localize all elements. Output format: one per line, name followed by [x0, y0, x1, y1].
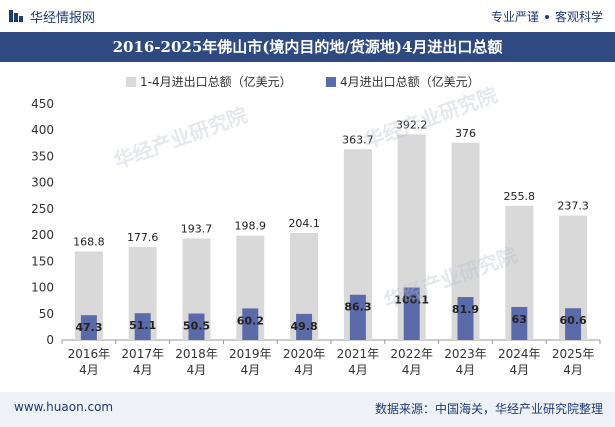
y-tick-label: 200: [31, 228, 54, 242]
x-tick-label-month: 4月: [563, 363, 583, 377]
data-label-series-1: 198.9: [235, 220, 267, 233]
data-label-series-2: 63: [512, 313, 527, 326]
data-label-series-2: 86.3: [344, 301, 371, 314]
x-tick-label-year: 2018年: [175, 347, 218, 361]
legend-swatch-series-2: [326, 77, 336, 87]
x-tick-label-year: 2024年: [498, 347, 541, 361]
bar-series-2: [134, 313, 151, 340]
x-tick-label-month: 4月: [79, 363, 99, 377]
x-tick-label-month: 4月: [348, 363, 368, 377]
data-label-series-1: 237.3: [557, 200, 589, 213]
data-label-series-1: 392.2: [396, 118, 428, 131]
data-label-series-2: 60.2: [237, 314, 264, 327]
y-tick-label: 300: [31, 176, 54, 190]
x-tick-label-year: 2023年: [444, 347, 487, 361]
bar-series-2: [296, 313, 313, 340]
x-tick-label-year: 2019年: [229, 347, 272, 361]
data-label-series-1: 376: [455, 127, 476, 140]
legend-swatch-series-1: [126, 77, 136, 87]
data-label-series-1: 204.1: [288, 217, 320, 230]
data-label-series-2: 81.9: [452, 303, 479, 316]
x-tick-label-year: 2020年: [283, 347, 326, 361]
footer-source: 数据来源：中国海关，华经产业研究院整理: [374, 402, 603, 416]
data-label-series-1: 193.7: [181, 222, 213, 235]
x-tick-label-month: 4月: [133, 363, 153, 377]
data-label-series-2: 100.1: [394, 294, 429, 307]
x-tick-label-month: 4月: [240, 363, 260, 377]
x-tick-label-year: 2017年: [121, 347, 164, 361]
y-tick-label: 50: [39, 307, 54, 321]
bar-series-2: [457, 297, 474, 340]
data-label-series-2: 49.8: [291, 320, 318, 333]
data-label-series-1: 255.8: [504, 190, 536, 203]
brand-logo[interactable]: 华经情报网: [8, 7, 96, 26]
data-label-series-2: 51.1: [129, 319, 156, 332]
y-tick-label: 150: [31, 254, 54, 268]
x-tick-label-month: 4月: [456, 363, 476, 377]
chart-title: 2016-2025年佛山市(境内目的地/货源地)4月进出口总额: [0, 32, 615, 62]
separator-dot-icon: [544, 14, 549, 19]
y-tick-label: 450: [31, 97, 54, 111]
bar-series-2: [188, 313, 205, 340]
x-tick-label-month: 4月: [509, 363, 529, 377]
y-tick-label: 350: [31, 149, 54, 163]
y-tick-label: 0: [46, 333, 54, 347]
x-tick-label-month: 4月: [187, 363, 207, 377]
bar-series-2: [349, 294, 366, 340]
bar-series-2: [80, 315, 97, 340]
y-tick-label: 100: [31, 281, 54, 295]
data-label-series-1: 168.8: [73, 235, 105, 248]
data-label-series-1: 177.6: [127, 231, 159, 244]
tagline: 专业严谨 客观科学: [491, 8, 603, 25]
tagline-1: 专业严谨: [490, 10, 539, 24]
bar-chart: 1-4月进出口总额（亿美元） 4月进出口总额（亿美元） 0 50 100 150 200 25…: [31, 74, 601, 377]
x-tick-label-year: 2021年: [337, 347, 380, 361]
bar-series-2: [403, 287, 420, 340]
footer: www.huaon.com 数据来源：中国海关，华经产业研究院整理: [0, 392, 615, 427]
tagline-2: 客观科学: [554, 10, 603, 24]
x-tick-label-month: 4月: [402, 363, 422, 377]
bar-series-2: [242, 308, 259, 340]
bar-series-2: [511, 306, 528, 340]
x-tick-label-year: 2022年: [390, 347, 433, 361]
data-label-series-2: 47.3: [75, 321, 102, 334]
bar-series-2: [565, 308, 582, 340]
x-tick-label-year: 2025年: [552, 347, 595, 361]
data-label-series-2: 50.5: [183, 320, 210, 333]
top-bar: 华经情报网 专业严谨 客观科学: [0, 0, 615, 32]
legend-label-series-1: 1-4月进出口总额（亿美元）: [140, 74, 292, 89]
data-label-series-1: 363.7: [342, 133, 374, 146]
x-tick-label-year: 2016年: [68, 347, 111, 361]
footer-url[interactable]: www.huaon.com: [14, 400, 114, 414]
y-tick-label: 400: [31, 123, 54, 137]
x-tick-label-month: 4月: [294, 363, 314, 377]
brand-name: 华经情报网: [30, 10, 96, 26]
brand-logo-icon: [9, 10, 23, 22]
legend-label-series-2: 4月进出口总额（亿美元）: [340, 74, 480, 89]
chart-area: 华经产业研究院 华经产业研究院 华经产业研究院 1-4月进出口总额（亿美元） 4月…: [0, 62, 615, 392]
data-label-series-2: 60.6: [560, 314, 587, 327]
y-tick-label: 250: [31, 202, 54, 216]
